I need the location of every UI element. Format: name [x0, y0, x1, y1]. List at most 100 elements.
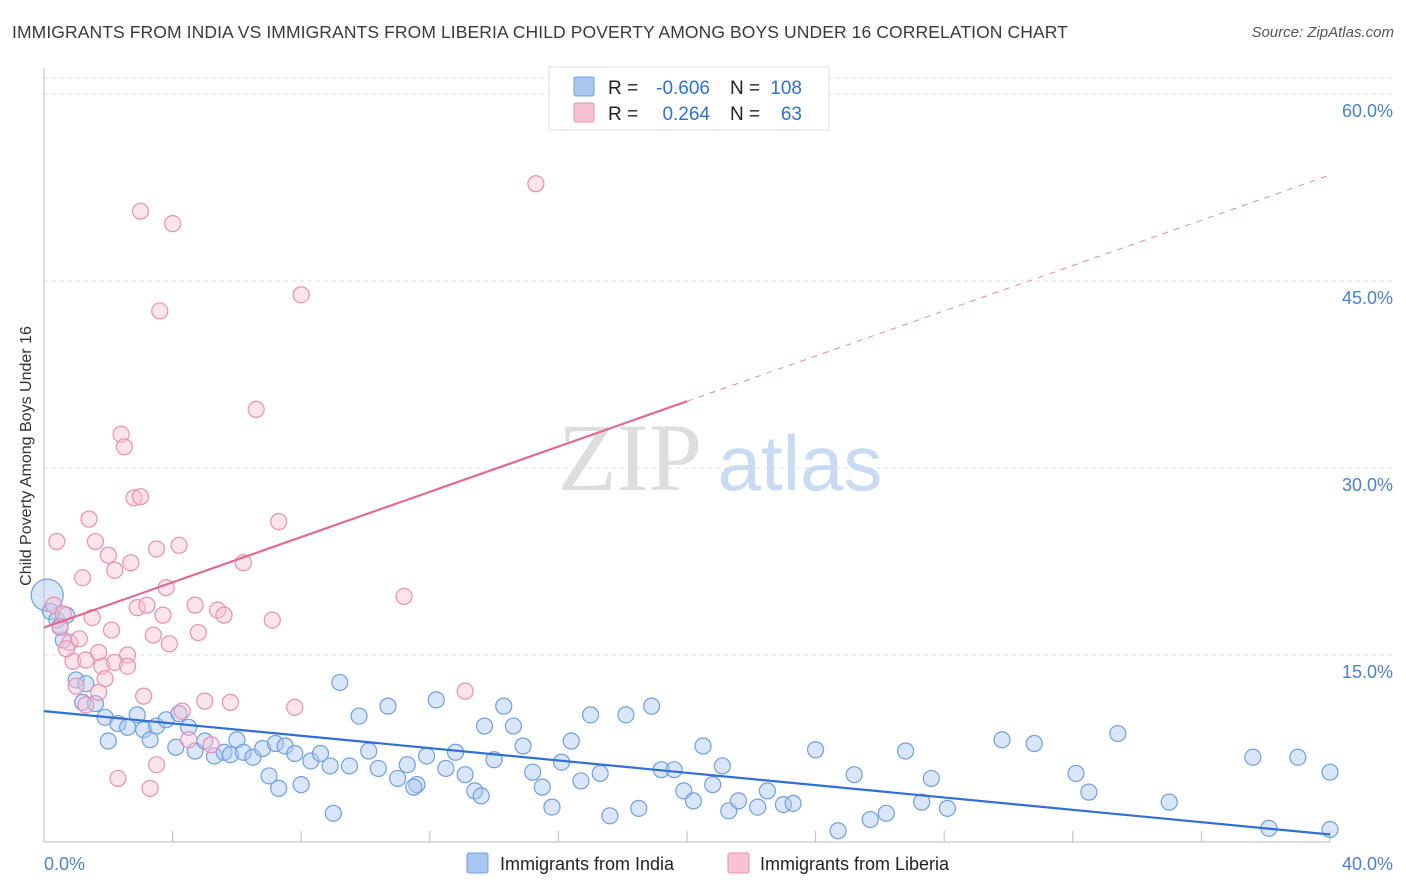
- point-india: [845, 766, 863, 784]
- point-india: [446, 743, 465, 761]
- point-india: [234, 743, 252, 761]
- point-liberia: [131, 488, 150, 506]
- point-liberia: [173, 702, 191, 720]
- x-tick-labels: 0.0% 40.0%: [44, 854, 1393, 874]
- point-india: [311, 744, 330, 763]
- point-india: [135, 721, 153, 739]
- point-liberia: [141, 779, 159, 797]
- legend-bottom-swatch-india[interactable]: [466, 852, 489, 874]
- point-india: [1289, 748, 1307, 766]
- point-india: [475, 717, 494, 735]
- legend-r-value-liberia: 0.264: [662, 104, 710, 125]
- point-india: [1080, 783, 1098, 801]
- point-liberia: [527, 175, 545, 193]
- point-india: [360, 742, 378, 760]
- point-liberia: [73, 569, 92, 587]
- point-india: [758, 782, 776, 800]
- legend-n-value-india: 108: [770, 78, 802, 99]
- point-india: [630, 799, 648, 817]
- y-tick-label: 45.0%: [1342, 288, 1393, 308]
- point-liberia: [170, 536, 188, 554]
- point-liberia: [122, 554, 140, 572]
- legend-bottom-label-liberia[interactable]: Immigrants from Liberia: [760, 854, 950, 874]
- legend-r-value-india: -0.606: [656, 78, 710, 99]
- legend-r-label-liberia: R =: [608, 104, 638, 125]
- point-india: [495, 697, 513, 715]
- point-liberia: [144, 626, 162, 644]
- point-liberia: [263, 611, 281, 629]
- point-india: [167, 738, 185, 756]
- point-liberia: [286, 698, 304, 716]
- point-liberia: [154, 606, 172, 624]
- legend-bottom-label-india[interactable]: Immigrants from India: [500, 854, 675, 874]
- trend-line-liberia-dashed: [686, 174, 1331, 402]
- points: [30, 175, 1339, 840]
- point-liberia: [45, 596, 63, 614]
- point-liberia: [395, 587, 413, 606]
- point-india: [321, 757, 339, 775]
- watermark-atlas: atlas: [718, 419, 883, 507]
- point-india: [601, 807, 619, 825]
- point-india: [704, 776, 722, 794]
- trend-line-liberia: [43, 400, 688, 629]
- point-india: [408, 776, 426, 794]
- chart-title: IMMIGRANTS FROM INDIA VS IMMIGRANTS FROM…: [12, 22, 1068, 42]
- point-liberia: [180, 731, 198, 749]
- point-liberia: [160, 635, 178, 653]
- point-india: [340, 757, 359, 775]
- point-india: [913, 793, 931, 811]
- point-india: [572, 772, 590, 790]
- point-india: [922, 769, 940, 788]
- point-liberia: [138, 596, 156, 614]
- point-liberia: [196, 692, 214, 710]
- point-india: [684, 792, 703, 810]
- point-india: [170, 704, 188, 723]
- point-india: [504, 717, 522, 735]
- trend-lines: [43, 174, 1331, 836]
- point-india: [266, 734, 285, 753]
- point-liberia: [164, 215, 182, 233]
- point-india: [270, 779, 288, 797]
- point-india: [665, 761, 683, 779]
- point-liberia: [90, 683, 108, 702]
- point-liberia: [221, 693, 240, 711]
- point-india: [286, 744, 304, 763]
- legend-n-label-india: N =: [730, 78, 760, 99]
- point-india: [292, 776, 310, 794]
- point-india: [938, 799, 957, 817]
- point-india: [1025, 734, 1043, 753]
- legend-stats: R = -0.606 N = 108 R = 0.264 N = 63: [548, 66, 830, 131]
- point-liberia: [77, 651, 95, 669]
- watermark-zip: ZIP: [558, 404, 702, 511]
- y-tick-label: 15.0%: [1342, 662, 1393, 682]
- point-india: [389, 769, 407, 788]
- legend-bottom-swatch-liberia[interactable]: [727, 852, 750, 874]
- point-india: [73, 693, 92, 711]
- point-india: [1321, 820, 1339, 839]
- point-liberia: [147, 540, 166, 558]
- point-india: [379, 697, 397, 715]
- point-liberia: [90, 643, 108, 662]
- point-india: [861, 810, 879, 829]
- point-india: [141, 731, 159, 749]
- legend-series: Immigrants from India Immigrants from Li…: [466, 852, 950, 874]
- point-liberia: [189, 623, 207, 642]
- point-india: [472, 787, 490, 805]
- point-liberia: [270, 513, 288, 531]
- point-liberia: [456, 682, 474, 700]
- point-india: [331, 673, 349, 692]
- y-tick-label: 60.0%: [1342, 101, 1393, 121]
- point-india: [897, 742, 915, 760]
- point-india: [1321, 763, 1339, 781]
- point-india: [993, 731, 1011, 749]
- point-liberia: [215, 606, 233, 624]
- x-tick-label: 40.0%: [1342, 854, 1393, 874]
- y-tick-labels: 15.0% 30.0% 45.0% 60.0%: [1342, 101, 1393, 682]
- point-india: [1244, 748, 1262, 766]
- point-liberia: [57, 640, 76, 658]
- point-liberia: [48, 532, 66, 551]
- point-india: [643, 697, 661, 715]
- legend-swatch-india: [573, 76, 595, 97]
- point-india: [749, 798, 767, 816]
- point-india: [30, 578, 64, 612]
